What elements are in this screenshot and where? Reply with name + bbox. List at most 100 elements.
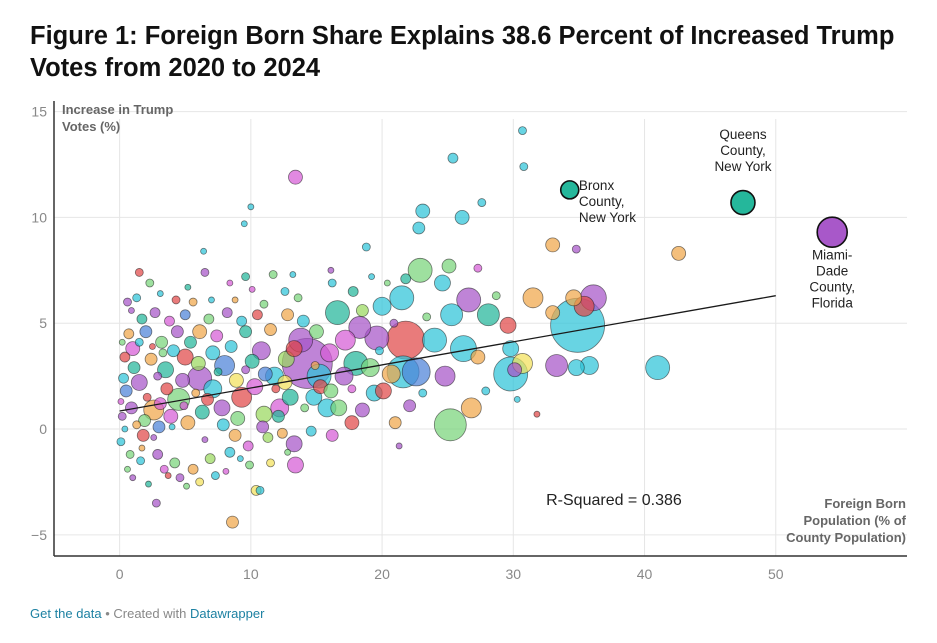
get-data-link[interactable]: Get the data <box>30 606 102 621</box>
data-point <box>519 162 529 172</box>
data-point <box>221 307 233 319</box>
data-point <box>281 388 299 406</box>
data-point <box>124 465 131 473</box>
county-label-line: County, <box>720 143 766 158</box>
data-point <box>470 349 486 365</box>
x-tick-label: 10 <box>243 566 259 582</box>
r-squared-annotation: R-Squared = 0.386 <box>546 492 682 509</box>
data-point <box>327 266 335 274</box>
data-point <box>454 209 470 225</box>
data-point <box>138 414 151 427</box>
data-point <box>434 365 456 387</box>
data-point <box>360 358 380 378</box>
data-point <box>460 397 482 419</box>
data-point <box>389 318 399 328</box>
data-point <box>128 307 135 314</box>
data-point <box>440 303 464 327</box>
data-point <box>142 392 152 402</box>
data-point <box>116 437 126 447</box>
data-point <box>149 307 161 319</box>
data-point <box>403 399 417 413</box>
data-point <box>188 297 198 307</box>
data-point <box>118 338 126 346</box>
data-point <box>354 402 370 418</box>
y-axis-label-line: Votes (%) <box>62 119 120 134</box>
data-point <box>330 399 348 417</box>
data-point <box>170 325 184 339</box>
data-point <box>418 388 428 398</box>
data-point <box>300 403 310 413</box>
data-point <box>175 473 185 483</box>
y-axis-label: Increase in Trump Votes (%) <box>62 102 173 134</box>
data-point <box>571 244 581 254</box>
x-tick-label: 30 <box>506 566 522 582</box>
data-point <box>190 356 206 371</box>
data-point <box>229 372 244 388</box>
county-label-line: Florida <box>812 296 854 311</box>
data-point <box>119 351 131 363</box>
data-point <box>153 371 163 381</box>
data-point <box>327 278 337 288</box>
data-point <box>136 456 146 466</box>
datawrapper-link[interactable]: Datawrapper <box>189 606 265 621</box>
data-point <box>176 348 194 366</box>
data-point <box>205 345 221 361</box>
data-point <box>171 295 181 305</box>
data-point <box>201 436 209 444</box>
data-point <box>347 286 359 297</box>
data-point <box>262 432 274 443</box>
data-point <box>323 383 339 399</box>
data-point <box>289 271 297 278</box>
data-point <box>481 386 491 396</box>
data-point <box>179 401 189 411</box>
data-point <box>187 463 199 475</box>
highlighted-county-point <box>730 189 756 216</box>
y-tick-label: 5 <box>39 315 47 331</box>
data-point <box>567 359 585 377</box>
data-point <box>152 449 164 460</box>
data-point <box>203 313 215 325</box>
data-point <box>175 372 191 388</box>
data-point <box>389 285 415 311</box>
data-point <box>280 287 290 296</box>
data-point <box>264 323 277 336</box>
data-point <box>216 418 230 432</box>
data-point <box>158 348 168 358</box>
data-point <box>222 467 230 475</box>
data-point <box>491 291 501 301</box>
data-point <box>565 289 583 307</box>
data-point <box>259 299 269 309</box>
data-point <box>245 460 254 470</box>
data-point <box>194 404 210 420</box>
data-point <box>545 305 561 321</box>
trend-layer <box>119 295 776 412</box>
data-point <box>348 316 372 339</box>
data-point <box>139 325 153 339</box>
data-point <box>415 203 431 219</box>
data-point <box>507 362 523 378</box>
data-point <box>236 315 248 327</box>
data-point <box>344 415 360 431</box>
data-point <box>400 273 412 285</box>
data-point <box>325 300 350 326</box>
created-with-text: Created with <box>113 606 187 621</box>
data-point <box>256 420 270 434</box>
data-point <box>236 455 244 463</box>
data-point <box>645 355 671 381</box>
data-point <box>374 382 392 400</box>
data-point <box>244 353 260 369</box>
data-point <box>320 343 339 363</box>
data-point <box>533 410 541 418</box>
data-point <box>372 296 392 316</box>
data-point <box>422 312 432 322</box>
data-point <box>129 474 137 482</box>
x-axis-label-line: County Population) <box>786 530 906 545</box>
data-point <box>499 316 517 334</box>
x-axis-label-line: Population (% of <box>803 513 906 528</box>
data-point <box>211 471 220 480</box>
y-axis-label-line: Increase in Trump <box>62 102 173 117</box>
data-point <box>293 293 303 303</box>
data-point <box>210 329 224 343</box>
